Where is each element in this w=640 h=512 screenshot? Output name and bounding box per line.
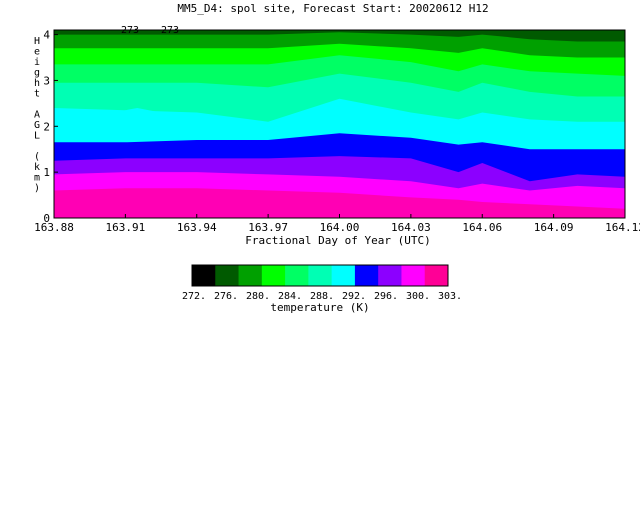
colorbar-tick-label: 300. — [406, 291, 430, 302]
x-axis: 163.88 163.91 163.94 163.97 164.00 164.03 164.… — [34, 214, 640, 234]
colorbar-tick-label: 276. — [214, 291, 238, 302]
colorbar-tick-label: 296. — [374, 291, 398, 302]
x-tick-label: 163.91 — [106, 221, 146, 234]
x-tick-label: 163.88 — [34, 221, 74, 234]
colorbar-label: temperature (K) — [270, 301, 369, 314]
chart-title: MM5_D4: spol site, Forecast Start: 20020… — [177, 2, 488, 15]
y-label-char: m — [34, 173, 40, 184]
x-axis-label: Fractional Day of Year (UTC) — [245, 234, 430, 247]
y-label-char: H — [34, 36, 40, 47]
colorbar-swatch — [192, 265, 216, 286]
colorbar-swatch — [331, 265, 356, 286]
y-tick-label: 4 — [43, 29, 50, 42]
contour-annotation: 273 — [121, 25, 139, 36]
y-label-char: A — [34, 110, 40, 121]
x-tick-label: 163.97 — [248, 221, 288, 234]
y-tick-label: 3 — [43, 74, 50, 87]
contour-labels: 273 273 — [121, 25, 179, 36]
colorbar-swatch — [401, 265, 426, 286]
colorbar: 272. 276. 280. 284. 288. 292. 296. 300. 303. — [182, 264, 462, 302]
y-label-char: ( — [34, 152, 40, 163]
y-label-char: h — [34, 78, 40, 89]
colorbar-tick-label: 288. — [310, 291, 334, 302]
y-label-char: i — [34, 57, 40, 68]
y-label-char: ) — [34, 183, 40, 194]
isolated-contour-region — [101, 107, 173, 124]
colorbar-tick-label: 280. — [246, 291, 270, 302]
y-tick-label: 2 — [43, 120, 50, 133]
colorbar-tick-label: 284. — [278, 291, 302, 302]
temperature-band — [54, 30, 625, 58]
y-label-char: G — [34, 120, 40, 131]
y-tick-label: 1 — [43, 166, 50, 179]
colorbar-tick-label: 272. — [182, 291, 206, 302]
colorbar-swatch — [308, 265, 333, 286]
y-tick-label: 0 — [43, 212, 50, 225]
colorbar-swatch — [378, 265, 402, 286]
colorbar-swatch — [238, 265, 263, 286]
colorbar-swatch — [354, 265, 379, 286]
colorbar-tick-label: 303. — [438, 291, 462, 302]
x-tick-label: 164.06 — [462, 221, 502, 234]
colorbar-swatch — [261, 265, 286, 286]
y-label-char: L — [34, 131, 40, 142]
x-tick-label: 164.09 — [534, 221, 574, 234]
y-axis: 0 1 2 3 4 — [43, 29, 58, 225]
colorbar-swatch — [285, 265, 309, 286]
temperature-band — [54, 30, 625, 42]
colorbar-frame — [191, 264, 449, 287]
colorbar-tick-label: 292. — [342, 291, 366, 302]
plot-area — [53, 29, 626, 219]
y-label-char: t — [34, 89, 40, 100]
contour-annotation: 273 — [161, 25, 179, 36]
colorbar-swatch — [215, 265, 240, 286]
x-tick-label: 164.12 — [605, 221, 640, 234]
y-label-char: g — [34, 68, 40, 79]
y-label-char: e — [34, 47, 40, 58]
colorbar-swatch — [424, 265, 449, 286]
x-tick-label: 164.03 — [391, 221, 431, 234]
x-tick-label: 164.00 — [320, 221, 360, 234]
x-tick-label: 163.94 — [177, 221, 217, 234]
y-label-char: k — [34, 162, 40, 173]
